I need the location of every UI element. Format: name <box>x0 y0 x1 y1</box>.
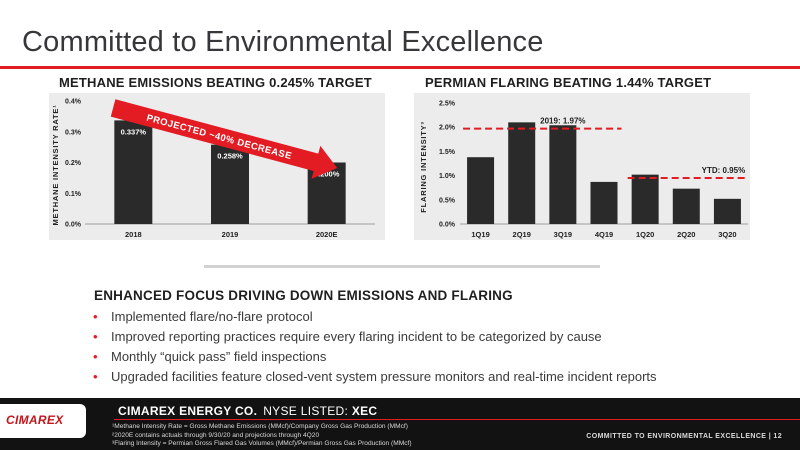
bar <box>508 122 536 224</box>
list-item: • Monthly “quick pass” field inspections <box>93 347 657 367</box>
footnote: ¹Methane Intensity Rate = Gross Methane … <box>112 423 408 430</box>
x-tick-label: 2019 <box>222 230 239 239</box>
footer-bar <box>0 398 800 450</box>
footnotes: ¹Methane Intensity Rate = Gross Methane … <box>112 423 412 449</box>
x-tick-label: 3Q19 <box>554 230 572 239</box>
list-item: • Improved reporting practices require ev… <box>93 327 657 347</box>
focus-bullet-list: • Implemented flare/no-flare protocol • Im… <box>93 307 657 387</box>
x-tick-label: 2Q19 <box>513 230 531 239</box>
y-tick-label: 0.5% <box>439 197 456 204</box>
section-divider <box>204 265 600 268</box>
x-tick-label: 1Q20 <box>636 230 654 239</box>
methane-chart: METHANE INTENSITY RATE¹ 0.0% 0.1% 0.2% 0.3% 0… <box>49 93 385 240</box>
bullet-icon: • <box>93 349 98 364</box>
bar <box>114 120 153 224</box>
y-tick-label: 1.5% <box>439 149 456 156</box>
title-divider <box>0 66 800 69</box>
bullet-icon: • <box>93 369 98 384</box>
footnote: ²2020E contains actuals through 9/30/20 … <box>112 431 320 439</box>
data-label: 0.200% <box>314 170 340 179</box>
logo-text: CIMAREX <box>6 413 64 427</box>
y-tick-label: 0.1% <box>65 191 82 198</box>
bar <box>211 144 249 224</box>
footnote: ³Flaring Intensity = Permian Gross Flare… <box>112 440 412 448</box>
bar <box>590 181 618 224</box>
methane-chart-svg: METHANE INTENSITY RATE¹ 0.0% 0.1% 0.2% 0.3% 0… <box>51 99 375 239</box>
ticker-symbol: XEC <box>351 404 378 418</box>
y-tick-label: 0.3% <box>65 129 82 136</box>
y-tick-label: 0.2% <box>65 160 82 167</box>
reference-line-label: 2019: 1.97% <box>540 117 585 126</box>
flaring-chart: FLARING INTENSITY³ 0.0% 0.5% 1.0% 1.5% 2.0% 2.… <box>414 93 750 240</box>
x-tick-label: 2020E <box>316 230 338 239</box>
data-label: 0.337% <box>121 127 147 136</box>
x-tick-label: 4Q19 <box>595 230 613 239</box>
company-logo: CIMAREX <box>0 404 86 438</box>
bullet-text: Improved reporting practices require eve… <box>111 329 602 344</box>
y-axis-label: FLARING INTENSITY³ <box>419 121 428 212</box>
y-tick-label: 0.4% <box>65 99 82 106</box>
slide-title: Committed to Environmental Excellence <box>22 26 544 58</box>
list-item: • Implemented flare/no-flare protocol <box>93 307 657 327</box>
x-tick-label: 2Q20 <box>677 230 695 239</box>
y-tick-label: 2.5% <box>439 101 456 108</box>
flaring-chart-heading: PERMIAN FLARING BEATING 1.44% TARGET <box>425 75 712 90</box>
list-item: • Upgraded facilities feature closed-vent… <box>93 367 657 387</box>
footer-divider <box>114 419 800 420</box>
x-tick-label: 3Q20 <box>718 230 736 239</box>
bullet-text: Implemented flare/no-flare protocol <box>111 309 313 324</box>
reference-line-label: YTD: 0.95% <box>702 166 746 175</box>
data-label: 0.258% <box>217 152 243 161</box>
y-tick-label: 0.0% <box>65 222 82 229</box>
bar <box>631 174 659 224</box>
nyse-label: NYSE LISTED: <box>263 404 349 418</box>
y-axis-label: METHANE INTENSITY RATE¹ <box>51 104 60 225</box>
bar <box>549 125 577 224</box>
bullet-text: Upgraded facilities feature closed-vent … <box>111 369 657 384</box>
bar <box>713 198 741 224</box>
x-tick-label: 2018 <box>125 230 142 239</box>
bar <box>467 157 495 224</box>
flaring-chart-svg: FLARING INTENSITY³ 0.0% 0.5% 1.0% 1.5% 2.0% 2.… <box>419 101 748 239</box>
bar <box>672 188 700 224</box>
methane-chart-heading: METHANE EMISSIONS BEATING 0.245% TARGET <box>59 75 372 90</box>
decrease-arrow-shape <box>110 99 338 179</box>
company-name: CIMAREX ENERGY CO. NYSE LISTED: XEC <box>118 404 377 418</box>
company-label: CIMAREX ENERGY CO. <box>118 404 258 418</box>
focus-heading: ENHANCED FOCUS DRIVING DOWN EMISSIONS AN… <box>94 288 513 303</box>
bullet-icon: • <box>93 329 98 344</box>
bullet-icon: • <box>93 309 98 324</box>
bullet-text: Monthly “quick pass” field inspections <box>111 349 327 364</box>
y-tick-label: 2.0% <box>439 125 456 132</box>
x-tick-label: 1Q19 <box>471 230 489 239</box>
y-tick-label: 0.0% <box>439 222 456 229</box>
slide-footer-label: COMMITTED TO ENVIRONMENTAL EXCELLENCE | … <box>586 433 782 440</box>
y-tick-label: 1.0% <box>439 173 456 180</box>
